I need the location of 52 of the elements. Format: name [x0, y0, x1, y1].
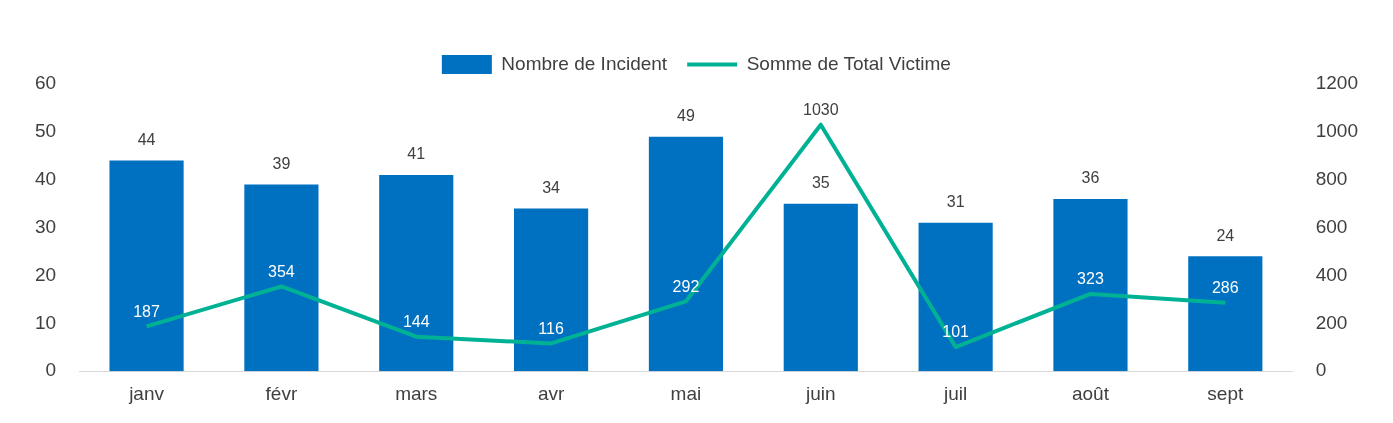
y2-tick-label: 800: [1315, 167, 1348, 189]
x-tick-label: sept: [1207, 382, 1244, 404]
data-label: 44: [137, 130, 156, 148]
y-tick-label: 0: [45, 359, 57, 381]
bar: [1188, 256, 1263, 372]
bar: [918, 222, 993, 372]
y2-tick-label: 600: [1315, 215, 1348, 237]
data-label: 49: [677, 107, 695, 125]
bar: [379, 174, 454, 372]
x-tick-label: janv: [128, 382, 165, 404]
data-label: 31: [946, 193, 965, 211]
x-tick-label: août: [1071, 382, 1110, 404]
data-label: 24: [1216, 226, 1235, 244]
x-tick-label: avr: [537, 382, 565, 404]
data-label: 286: [1211, 279, 1239, 297]
bar: [109, 160, 184, 372]
bar: [783, 203, 858, 372]
data-label: 39: [272, 154, 291, 172]
y2-tick-label: 0: [1315, 359, 1327, 381]
data-label: 116: [538, 319, 564, 337]
y-tick-label: 30: [34, 215, 57, 237]
data-label: 35: [811, 174, 830, 192]
data-label: 1030: [802, 101, 839, 119]
data-label: 36: [1081, 169, 1100, 187]
y2-tick-label: 1000: [1315, 120, 1359, 142]
data-label: 292: [672, 277, 700, 295]
x-tick-label: juil: [943, 382, 968, 404]
x-tick-label: mai: [670, 382, 702, 404]
y-tick-label: 40: [34, 167, 57, 189]
bar: [244, 184, 319, 372]
bar: [648, 136, 724, 372]
y-tick-label: 10: [34, 311, 57, 333]
data-label: 34: [542, 178, 561, 196]
y-tick-label: 50: [34, 120, 57, 142]
data-label: 323: [1077, 270, 1104, 288]
x-tick-label: juin: [804, 382, 836, 404]
data-label: 101: [942, 323, 970, 341]
data-label: 354: [268, 262, 295, 280]
y2-tick-label: 400: [1315, 263, 1348, 285]
bar: [1053, 198, 1128, 372]
y-tick-label: 60: [34, 72, 57, 94]
x-tick-label: févr: [265, 382, 298, 404]
legend-label: Nombre de Incident: [501, 52, 668, 74]
x-tick-label: mars: [395, 382, 438, 404]
y2-tick-label: 200: [1315, 311, 1348, 333]
legend-label: Somme de Total Victime: [746, 52, 951, 74]
data-label: 187: [133, 302, 160, 320]
data-label: 41: [407, 145, 426, 163]
y-tick-label: 20: [34, 263, 57, 285]
bar: [514, 208, 589, 372]
data-label: 144: [402, 313, 430, 331]
y2-tick-label: 1200: [1315, 72, 1359, 94]
